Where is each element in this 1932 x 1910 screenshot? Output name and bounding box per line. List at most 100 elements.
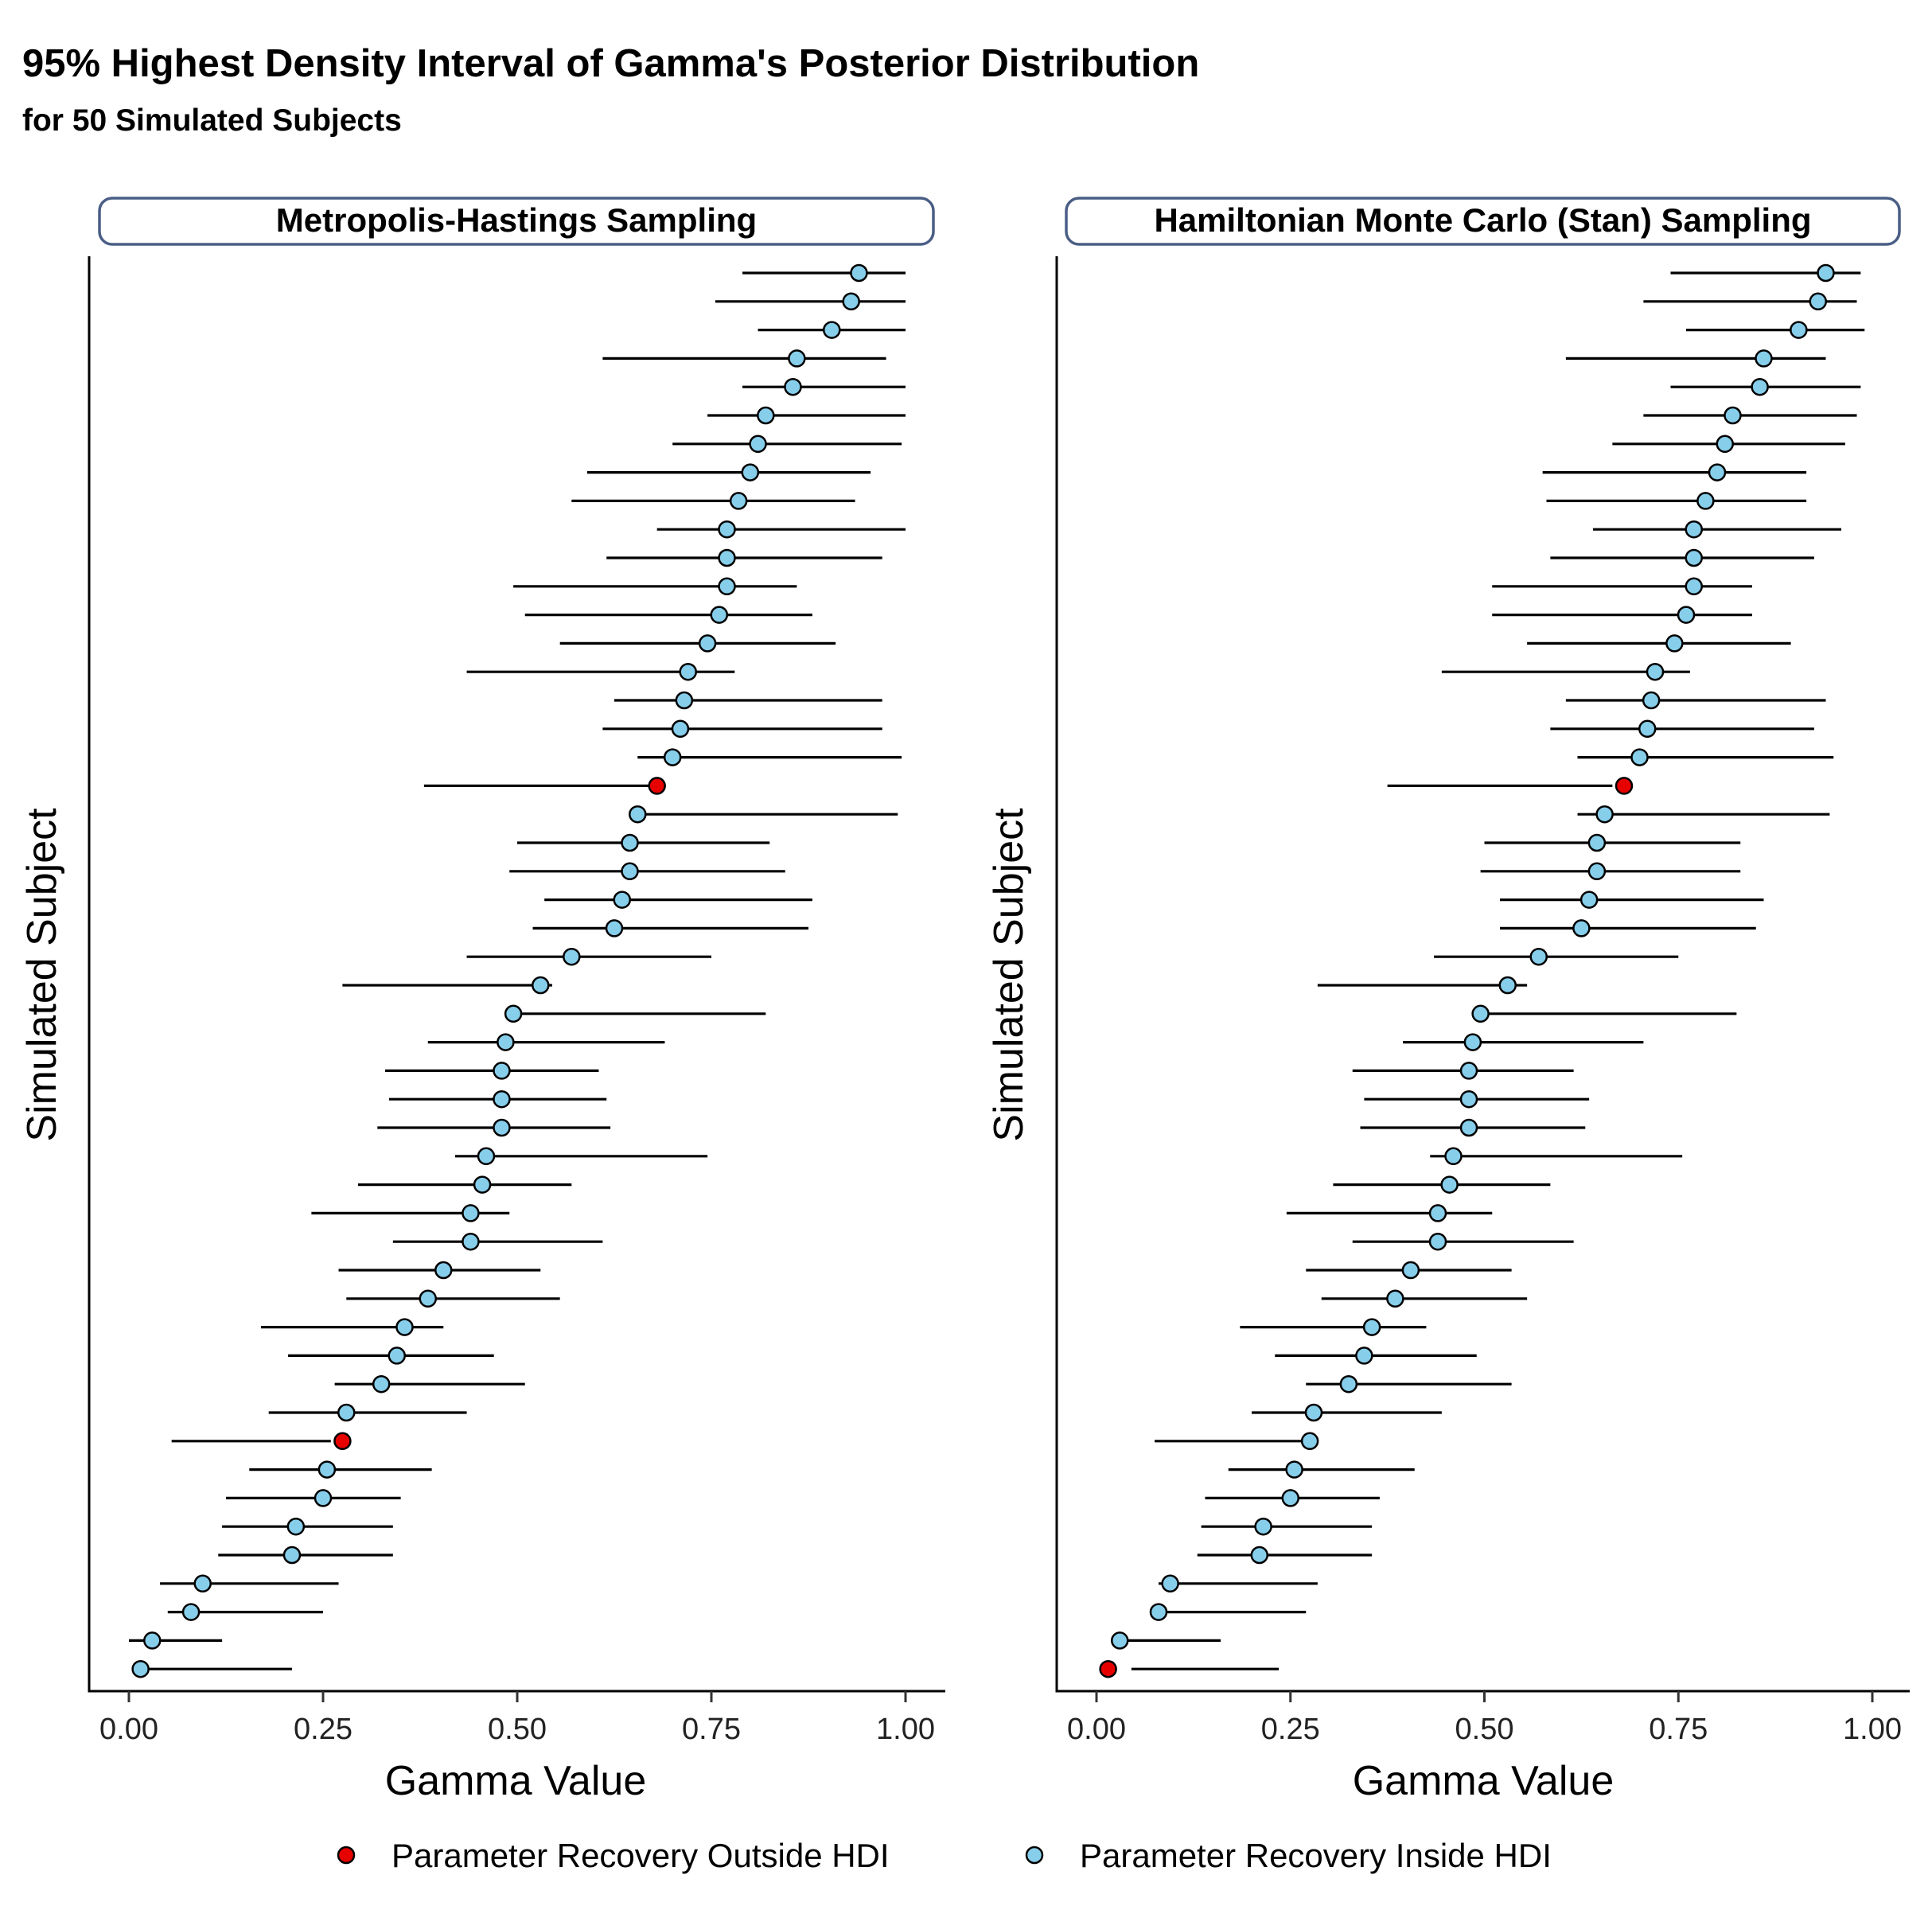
recovered-value-point <box>1646 662 1665 681</box>
recovered-value-point <box>1300 1432 1319 1451</box>
recovered-value-point <box>1401 1261 1420 1280</box>
recovered-value-point <box>718 520 736 539</box>
recovered-value-point <box>317 1460 337 1479</box>
facet-strip-2 <box>1065 197 1901 246</box>
recovered-value-point <box>473 1175 492 1194</box>
recovered-value-point <box>504 1004 523 1023</box>
facet-strip-label-1: Metropolis-Hastings Sampling <box>276 201 757 239</box>
recovered-value-point <box>1440 1175 1459 1194</box>
x-axis-title-left: Gamma Value <box>385 1758 647 1804</box>
x-tick-label-2-2: 0.50 <box>1455 1713 1514 1746</box>
recovered-value-point <box>850 263 868 283</box>
recovered-value-point <box>563 947 581 966</box>
recovered-value-point <box>143 1631 162 1650</box>
legend-key-inside <box>1025 1846 1044 1865</box>
recovered-value-point <box>1285 1460 1303 1479</box>
recovered-value-point <box>823 321 841 339</box>
recovered-value-point <box>718 577 736 596</box>
recovered-value-point <box>698 634 717 653</box>
recovered-value-point <box>372 1374 391 1394</box>
recovered-value-point <box>493 1089 511 1109</box>
recovered-value-point <box>1459 1089 1478 1109</box>
recovered-value-point <box>131 1659 150 1678</box>
recovered-value-point <box>1809 292 1827 311</box>
recovered-value-point <box>1161 1574 1179 1593</box>
recovered-value-point <box>1254 1517 1272 1536</box>
recovered-value-point <box>621 833 639 852</box>
recovered-value-point <box>493 1118 511 1137</box>
recovered-value-point <box>718 548 736 567</box>
recovered-value-point <box>1716 435 1734 454</box>
recovered-value-point <box>1428 1232 1447 1251</box>
recovered-value-point <box>749 435 767 454</box>
facet-panels: Metropolis-Hastings Sampling 0.00 0.25 0.50… <box>88 197 1910 1746</box>
x-tick-label-2-3: 0.75 <box>1649 1713 1708 1746</box>
x-tick-label-1-3: 0.75 <box>682 1713 741 1746</box>
recovered-value-point <box>1304 1403 1323 1422</box>
recovered-value-point <box>757 406 775 425</box>
recovered-value-point <box>1615 777 1634 795</box>
recovered-value-point <box>671 719 690 739</box>
recovered-value-point <box>1587 833 1607 852</box>
recovered-value-point <box>1685 520 1703 539</box>
x-tick-label-2-1: 0.25 <box>1261 1713 1320 1746</box>
recovered-value-point <box>1529 947 1548 966</box>
recovered-value-point <box>1579 891 1599 909</box>
recovered-value-point <box>842 292 860 311</box>
recovered-value-point <box>1595 805 1614 824</box>
recovered-value-point <box>1665 634 1684 653</box>
recovered-value-point <box>741 463 760 481</box>
recovered-value-point <box>1696 492 1715 510</box>
recovered-value-point <box>193 1574 212 1593</box>
recovered-value-point <box>663 748 682 766</box>
recovered-value-point <box>1751 377 1769 396</box>
recovered-value-point <box>388 1347 406 1365</box>
recovered-value-point <box>1463 1033 1482 1051</box>
recovered-value-point <box>1677 606 1696 624</box>
recovered-value-point <box>395 1318 414 1336</box>
recovered-value-point <box>1339 1374 1358 1394</box>
recovered-value-point <box>1471 1004 1490 1023</box>
y-axis-title-right: Simulated Subject <box>986 808 1032 1142</box>
x-tick-label-2-0: 0.00 <box>1067 1713 1126 1746</box>
recovered-value-point <box>286 1517 306 1536</box>
recovered-value-point <box>613 891 632 909</box>
recovered-value-point <box>477 1147 496 1166</box>
recovered-value-point <box>1355 1347 1373 1365</box>
recovered-value-point <box>1099 1659 1117 1678</box>
recovered-value-point <box>181 1603 201 1621</box>
x-tick-label-2-4: 1.00 <box>1843 1713 1902 1746</box>
recovered-value-point <box>788 349 806 368</box>
recovered-value-point <box>621 862 639 881</box>
recovered-value-point <box>1498 976 1517 995</box>
recovered-value-point <box>710 606 729 624</box>
chart-title: 95% Highest Density Interval of Gamma's … <box>22 42 1199 85</box>
legend-label-outside: Parameter Recovery Outside HDI <box>391 1837 890 1874</box>
recovered-value-point <box>1638 719 1657 739</box>
recovered-value-point <box>1790 321 1808 339</box>
recovered-value-point <box>434 1261 453 1280</box>
recovered-value-point <box>1459 1062 1478 1080</box>
recovered-value-point <box>1685 548 1703 567</box>
x-tick-label-1-1: 0.25 <box>294 1713 353 1746</box>
recovered-value-point <box>1386 1289 1404 1308</box>
legend-key-outside <box>337 1846 356 1865</box>
recovered-value-point <box>1587 862 1607 881</box>
x-tick-label-1-0: 0.00 <box>99 1713 158 1746</box>
x-tick-label-1-2: 0.50 <box>488 1713 547 1746</box>
recovered-value-point <box>282 1546 302 1565</box>
recovered-value-point <box>1642 691 1661 710</box>
recovered-value-point <box>532 976 550 995</box>
recovered-value-point <box>333 1432 352 1451</box>
recovered-value-point <box>1362 1318 1381 1336</box>
recovered-value-point <box>497 1033 515 1051</box>
recovered-value-point <box>1708 463 1727 481</box>
recovered-value-point <box>1630 748 1649 766</box>
recovered-value-point <box>1444 1147 1463 1166</box>
recovered-value-point <box>1817 263 1835 283</box>
facet-strip-label-2: Hamiltonian Monte Carlo (Stan) Sampling <box>1154 201 1811 239</box>
recovered-value-point <box>314 1489 333 1507</box>
recovered-value-point <box>629 805 647 824</box>
recovered-value-point <box>675 691 694 710</box>
